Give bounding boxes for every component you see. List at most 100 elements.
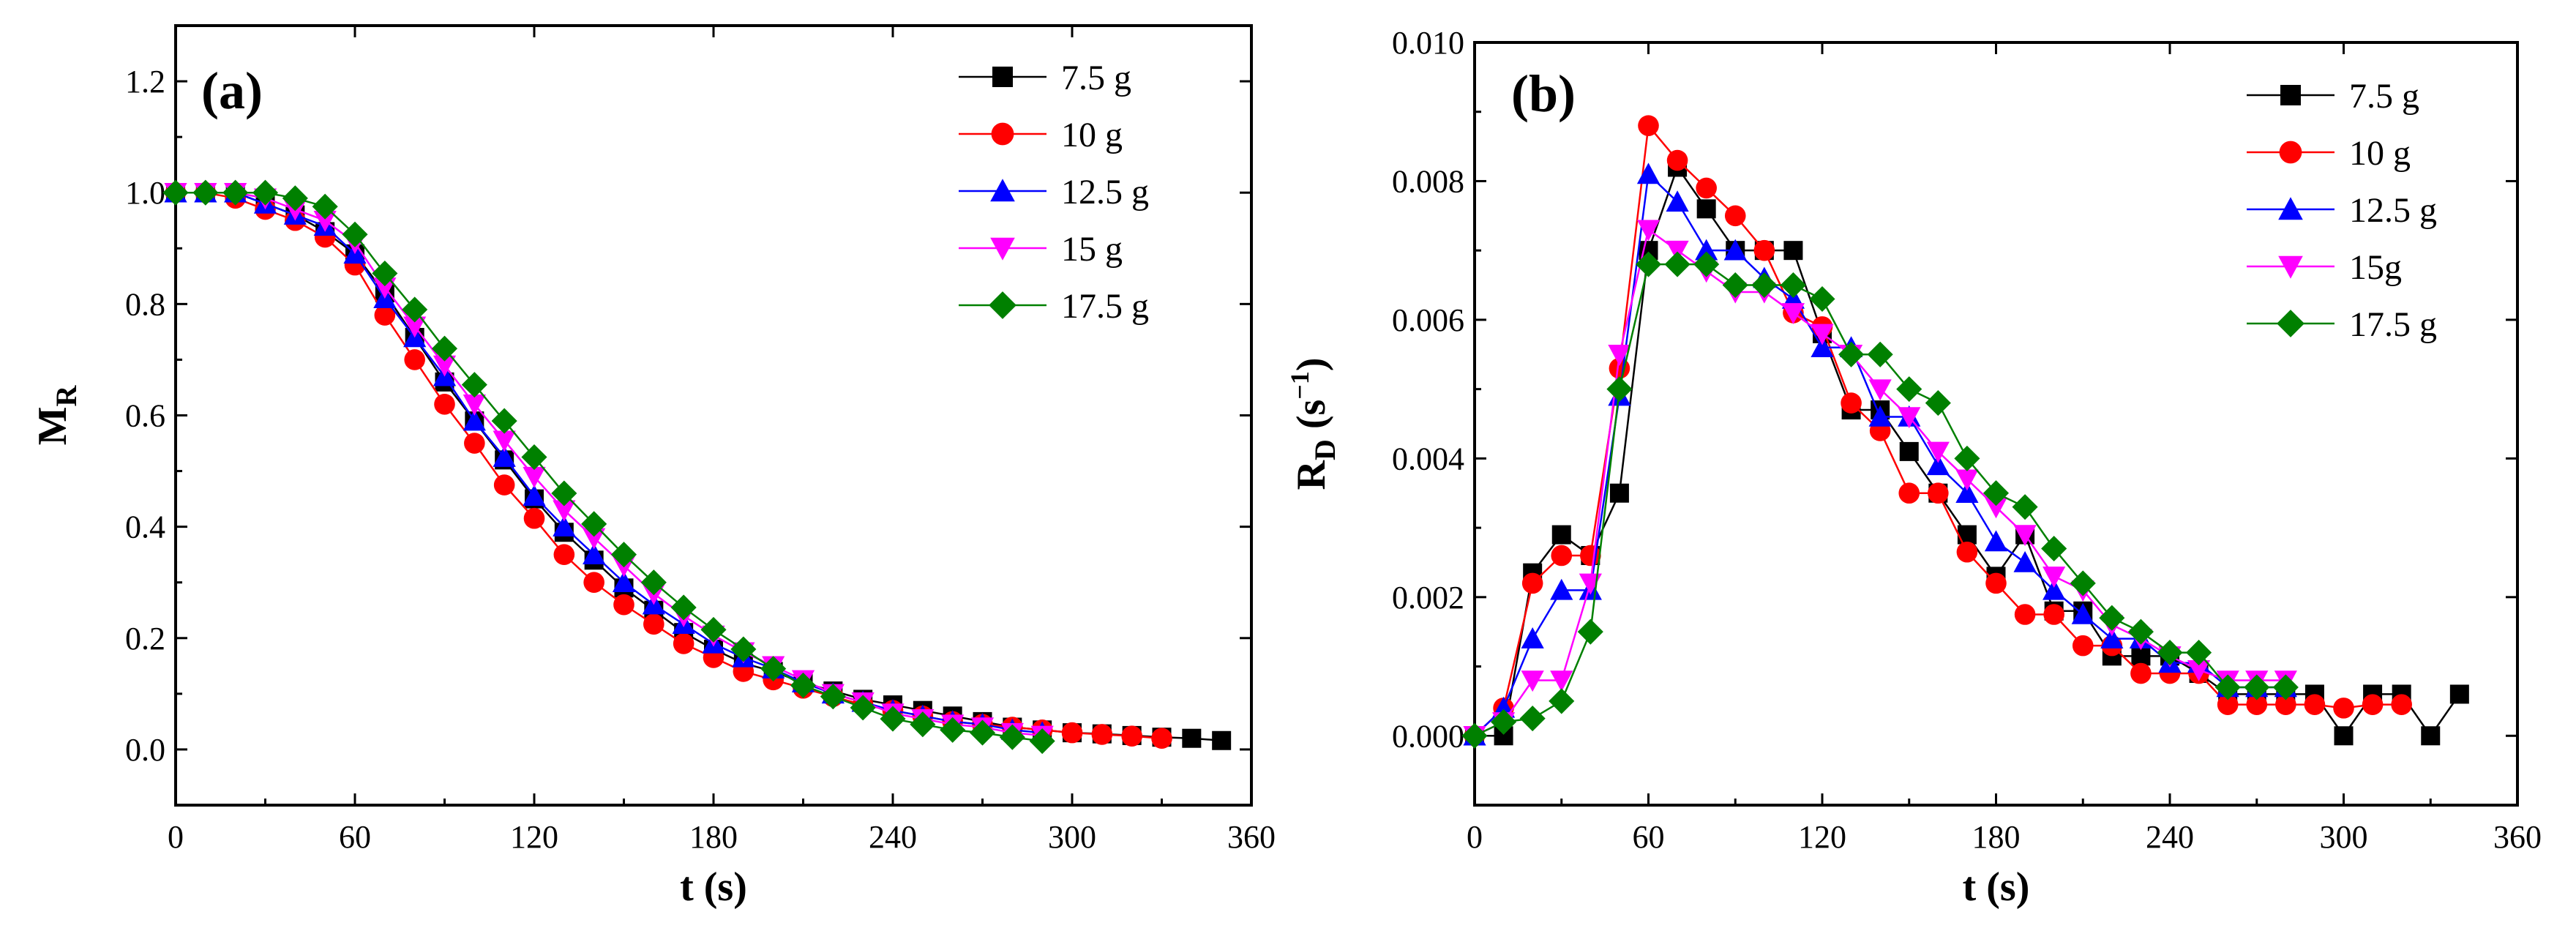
data-point — [464, 433, 485, 454]
data-point — [2421, 726, 2441, 746]
data-point — [1609, 483, 1629, 503]
data-point — [2272, 674, 2299, 700]
data-point — [2157, 640, 2183, 666]
data-point — [760, 656, 787, 682]
data-point — [820, 684, 846, 710]
data-point — [312, 193, 338, 220]
data-point — [1664, 251, 1690, 277]
legend-label: 17.5 g — [2349, 305, 2437, 344]
data-point — [730, 636, 757, 662]
data-point — [1867, 341, 1893, 367]
data-point — [1898, 482, 1920, 504]
data-point — [2043, 567, 2066, 588]
data-point — [1577, 618, 1603, 645]
data-point — [1751, 272, 1778, 299]
data-point — [192, 179, 219, 206]
legend-entry: 15g — [2247, 248, 2402, 287]
data-point — [551, 480, 577, 506]
data-point — [282, 185, 308, 212]
data-point — [1841, 392, 1862, 414]
series-line — [176, 191, 1222, 742]
x-tick-label: 240 — [869, 819, 917, 855]
data-point — [1926, 441, 1950, 463]
y-tick-label: 0.006 — [1392, 302, 1464, 338]
data-point — [1550, 670, 1573, 692]
data-point — [1521, 572, 1543, 594]
data-point — [1955, 469, 1979, 491]
data-point — [1723, 239, 1747, 261]
data-point — [612, 571, 636, 592]
data-point — [613, 594, 634, 616]
data-point — [523, 507, 545, 529]
data-point — [790, 672, 817, 698]
data-point — [2333, 698, 2354, 719]
y-tick-label: 0.8 — [125, 286, 165, 322]
legend-label: 15g — [2349, 248, 2402, 287]
data-point — [1551, 545, 1573, 567]
data-point — [1984, 497, 2008, 519]
data-point — [1666, 149, 1688, 171]
data-point — [2304, 694, 2326, 715]
data-point — [1780, 272, 1806, 299]
chart-panel-a: 0 60 120 180 240 300 360 0.0 0.2 0.4 0.6 0.8 1.0 1.2 t… — [30, 24, 1276, 910]
y-tick-label: 0.008 — [1392, 163, 1464, 199]
data-point — [1521, 670, 1544, 692]
x-tick-label: 60 — [1633, 819, 1665, 855]
data-point — [491, 408, 517, 434]
data-point — [342, 221, 368, 247]
data-point — [1579, 573, 1602, 595]
data-point — [2071, 602, 2094, 624]
data-point — [583, 572, 604, 594]
data-point — [643, 613, 664, 635]
data-point — [2070, 570, 2096, 597]
legend-label: 15 g — [1061, 230, 1123, 269]
legend-entry: 17.5 g — [2247, 305, 2437, 344]
legend-label: 12.5 g — [2349, 191, 2437, 230]
data-point — [1696, 177, 1717, 199]
x-tick-label: 0 — [1467, 819, 1483, 855]
x-tick-label: 300 — [2320, 819, 2368, 855]
data-point — [2043, 604, 2064, 625]
data-point — [1151, 728, 1172, 750]
data-point — [1928, 482, 1949, 504]
data-point — [2217, 694, 2239, 715]
panel-label: (a) — [201, 61, 263, 120]
data-point — [553, 544, 575, 565]
data-point — [523, 466, 546, 488]
data-point — [2334, 726, 2354, 746]
data-point — [1549, 688, 1575, 714]
series-line — [176, 191, 1043, 742]
legend-label: 10 g — [1061, 116, 1123, 154]
data-point — [1811, 324, 1834, 345]
y-axis-label: RD (s−1) — [1285, 358, 1341, 490]
data-point — [1722, 272, 1748, 299]
data-point — [553, 515, 576, 537]
data-point — [1029, 728, 1055, 755]
data-point — [1868, 379, 1892, 401]
data-point — [1724, 205, 1746, 227]
data-point — [2186, 640, 2212, 666]
data-point — [581, 511, 607, 537]
data-point — [1868, 405, 1892, 427]
legend-marker — [990, 237, 1015, 261]
series-15g — [164, 182, 1054, 747]
data-point — [521, 444, 547, 471]
legend-label: 7.5 g — [1061, 59, 1131, 97]
legend-entry: 10 g — [2247, 134, 2411, 173]
data-point — [1899, 441, 1919, 461]
data-point — [372, 260, 398, 287]
data-point — [2187, 660, 2211, 681]
data-point — [1666, 190, 1689, 212]
data-point — [2043, 578, 2066, 600]
data-point — [2041, 535, 2067, 562]
data-point — [434, 393, 455, 415]
legend: 7.5 g 10 g 12.5 g 15 g 17.5 g — [959, 59, 1149, 326]
data-point — [1695, 239, 1718, 261]
data-point — [2099, 605, 2125, 631]
data-point — [1985, 572, 2007, 594]
x-tick-label: 360 — [2493, 819, 2542, 855]
data-point — [1898, 407, 1921, 429]
data-point — [463, 395, 486, 416]
legend-marker — [2277, 310, 2304, 337]
